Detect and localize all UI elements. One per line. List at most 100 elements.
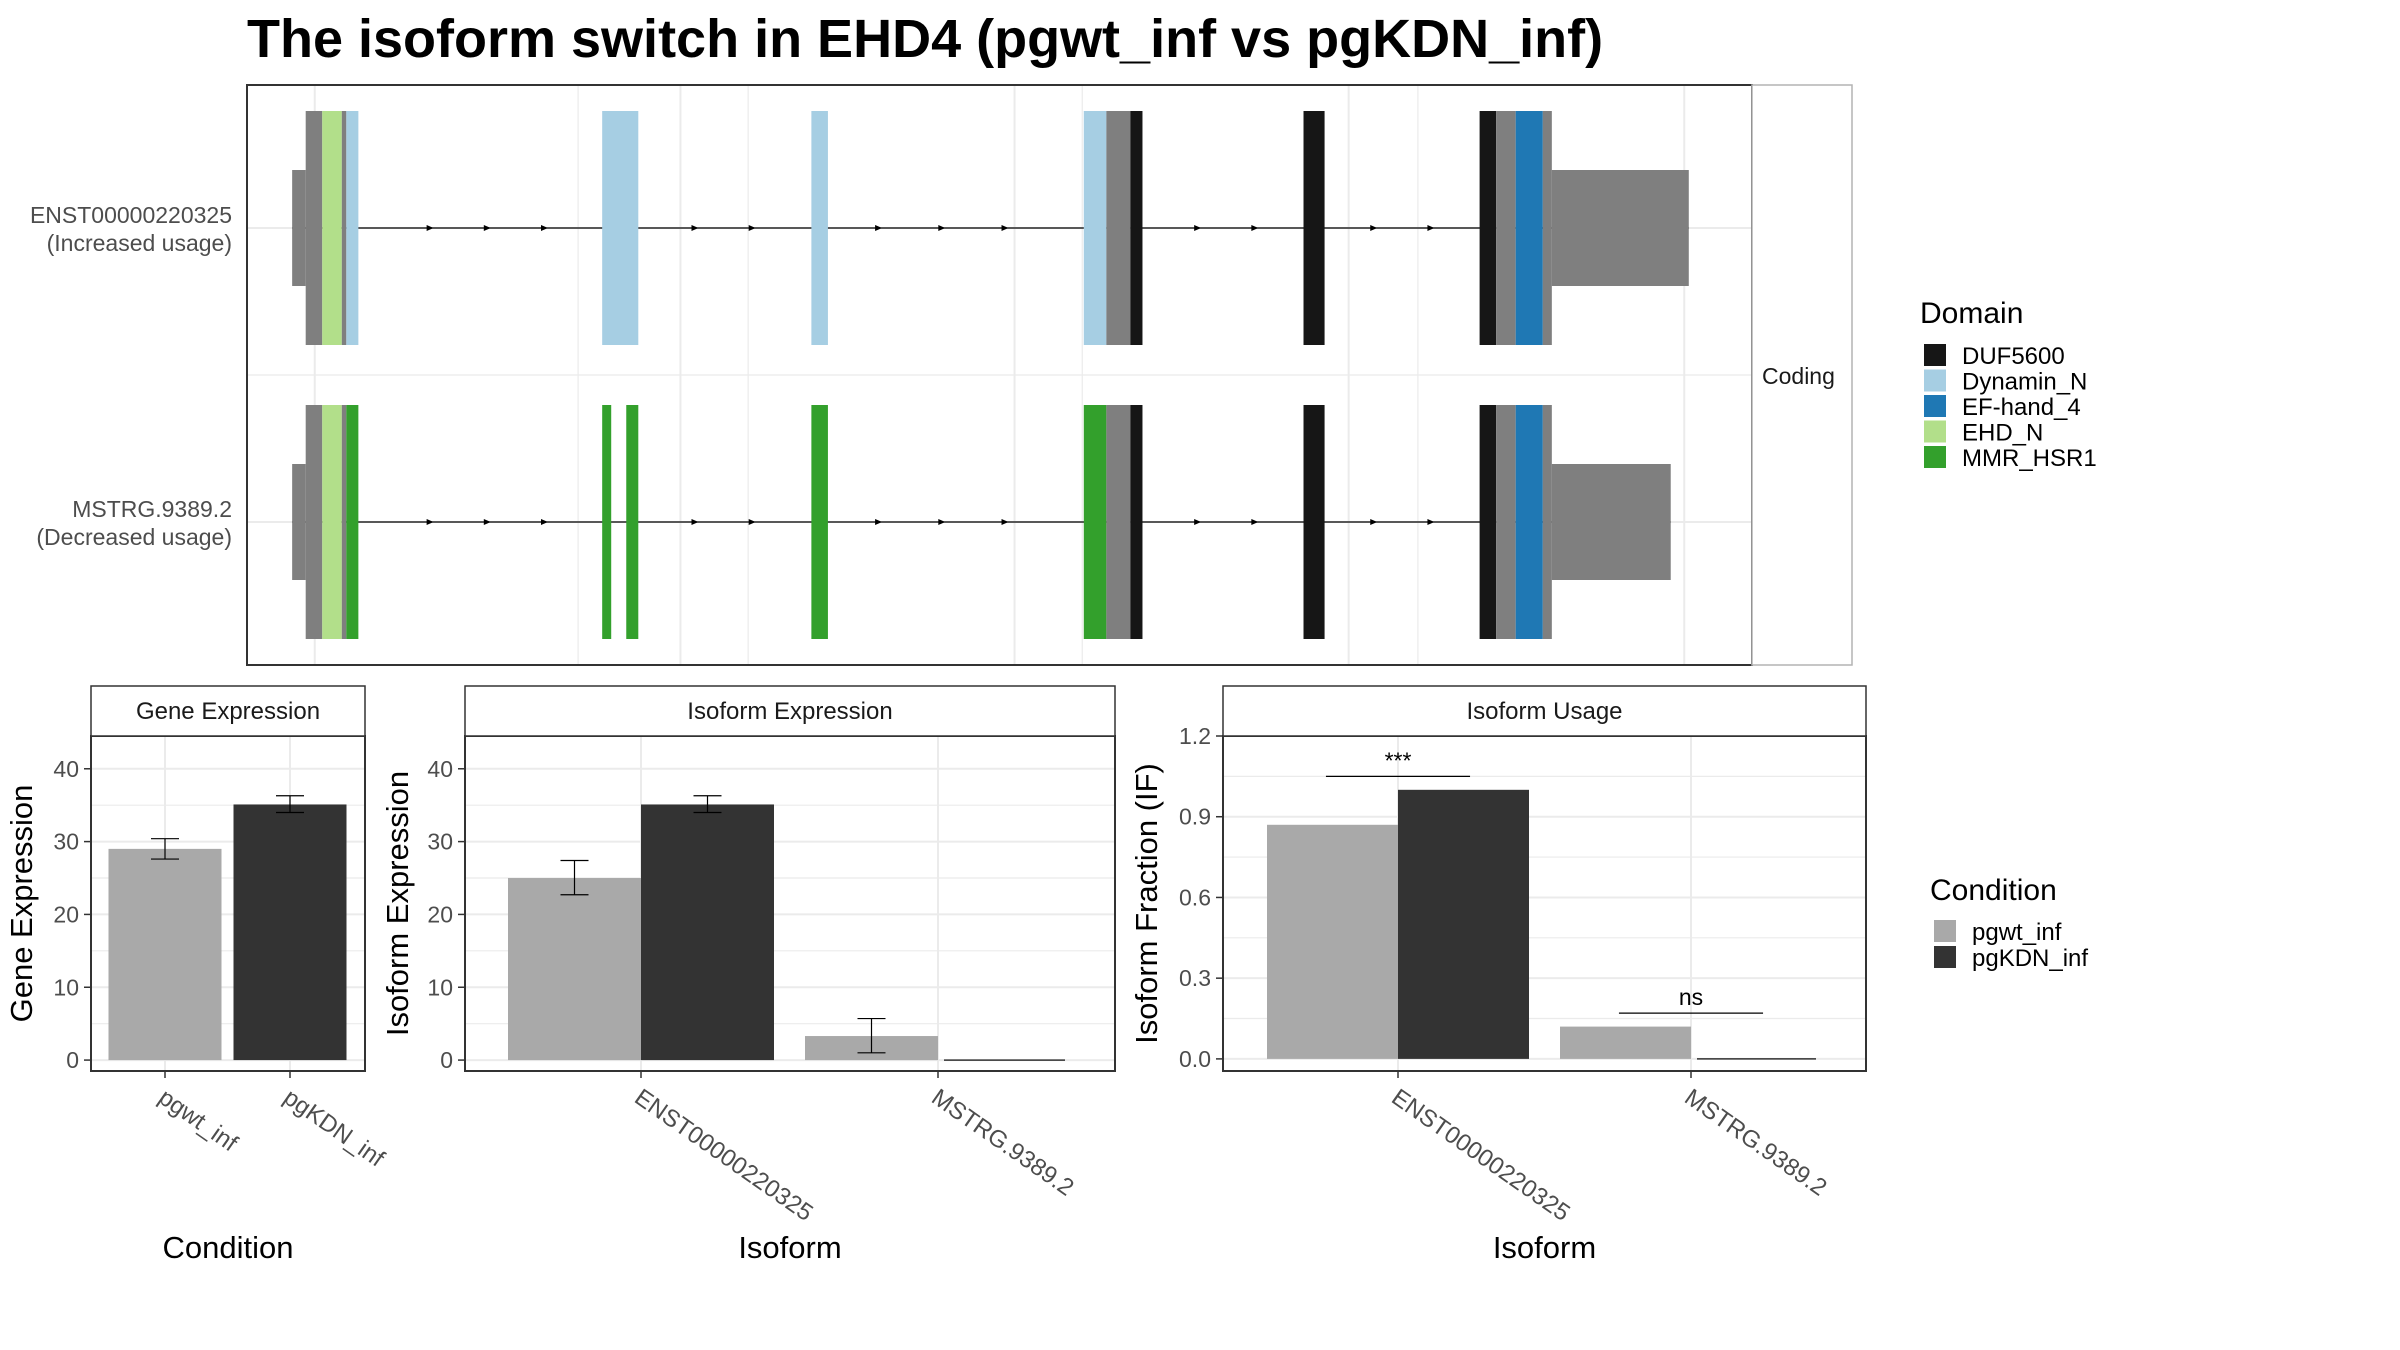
- exon-block-dynamin_n: [602, 111, 639, 345]
- title-strip: [464, 685, 1116, 737]
- isoform-usage-label: (Decreased usage): [36, 524, 232, 550]
- exon-block-duf5600: [1303, 405, 1325, 639]
- exon-block-duf5600: [1479, 405, 1497, 639]
- domain-legend-key: [1924, 369, 1946, 392]
- bar: [1398, 789, 1529, 1059]
- exon-block-utr: [1551, 464, 1671, 580]
- domain-legend-label: EHD_N: [1962, 420, 2043, 447]
- strand-arrow: [1251, 519, 1259, 525]
- domain-legend-label: EF-hand_4: [1962, 394, 2081, 421]
- strand-arrow: [691, 519, 699, 525]
- error-bar: [857, 1017, 886, 1054]
- exon-block-ehd_n: [322, 111, 342, 345]
- domain-legend-label: Dynamin_N: [1962, 369, 2087, 396]
- exon-block-dynamin_n: [346, 111, 359, 345]
- x-axis-title: Condition: [163, 1230, 294, 1265]
- strand-arrow: [1370, 225, 1378, 231]
- y-tick-label: 40: [53, 756, 79, 782]
- exon-block-dynamin_n: [811, 111, 828, 345]
- figure-title: The isoform switch in EHD4 (pgwt_inf vs …: [247, 9, 1603, 69]
- condition-legend-key: [1934, 920, 1956, 942]
- exon-block-utr: [1106, 405, 1131, 639]
- isoform-usage-label: (Increased usage): [47, 230, 232, 256]
- error-bar: [151, 838, 179, 860]
- strand-arrow: [483, 519, 491, 525]
- domain-legend-key: [1924, 395, 1946, 417]
- strand-arrow: [748, 225, 756, 231]
- strand-arrow: [938, 225, 946, 231]
- strand-arrow: [1001, 225, 1009, 231]
- exon-block-ehd_n: [322, 405, 342, 639]
- x-axis-title: Isoform: [738, 1230, 841, 1265]
- isoform-row-label: MSTRG.9389.2: [72, 496, 232, 522]
- strand-arrow: [875, 225, 883, 231]
- y-tick-label: 1.2: [1179, 723, 1211, 749]
- domain-legend-label: DUF5600: [1962, 343, 2065, 370]
- exon-block-utr: [1496, 405, 1516, 639]
- exon-block-duf5600: [1479, 111, 1497, 345]
- bar: [508, 878, 641, 1061]
- exon-block-utr: [1542, 405, 1552, 639]
- x-tick-label: pgKDN_inf: [279, 1084, 390, 1173]
- significance-label: ***: [1385, 747, 1412, 773]
- exon-block-utr: [305, 405, 323, 639]
- isoform-track: [292, 111, 1689, 345]
- strand-arrow: [875, 519, 883, 525]
- isoform-expression-panel: 0 10 20 30 40 Isoform Expression ENST000002203…: [380, 685, 1116, 1265]
- strand-arrow: [1427, 225, 1435, 231]
- x-tick-label: MSTRG.9389.2: [927, 1084, 1079, 1202]
- panel-strip-title: Isoform Expression: [687, 698, 892, 725]
- bar: [108, 848, 222, 1061]
- y-axis-title: Isoform Fraction (IF): [1129, 763, 1164, 1044]
- domain-legend-key: [1924, 344, 1946, 366]
- exon-block-utr: [1542, 111, 1552, 345]
- facet-strip: [1751, 84, 1853, 666]
- condition-legend-label: pgKDN_inf: [1972, 945, 2088, 972]
- strand-arrow: [426, 225, 434, 231]
- strand-arrow: [1370, 519, 1378, 525]
- y-axis-title: Gene Expression: [4, 785, 39, 1023]
- condition-legend-label: pgwt_inf: [1972, 919, 2062, 946]
- exon-block-duf5600: [1130, 111, 1143, 345]
- condition-legend-key: [1934, 946, 1956, 968]
- isoform-track: [292, 405, 1671, 639]
- y-axis-title: Isoform Expression: [380, 771, 415, 1036]
- isoform-usage-panel: 0.0 0.3 0.6 0.9 1.2 *** ns Isoform Usage ENST000…: [1129, 685, 1867, 1265]
- strand-arrow: [1251, 225, 1259, 231]
- y-tick-label: 0.6: [1179, 884, 1211, 910]
- strand-arrow: [1194, 225, 1202, 231]
- y-tick-label: 30: [53, 829, 79, 855]
- strand-arrow: [540, 519, 548, 525]
- exon-block-mmr_hsr1: [346, 405, 359, 639]
- exon-block-utr: [1496, 111, 1516, 345]
- y-tick-label: 20: [53, 901, 79, 927]
- domain-legend-key: [1924, 446, 1946, 468]
- strand-arrow: [540, 225, 548, 231]
- exon-block-utr: [341, 405, 347, 639]
- panel-strip-title: Isoform Usage: [1466, 698, 1622, 725]
- y-tick-label: 0: [440, 1047, 453, 1073]
- bar: [1267, 824, 1398, 1059]
- x-tick-label: pgwt_inf: [154, 1084, 243, 1158]
- exon-block-utr: [341, 111, 347, 345]
- error-bar: [276, 795, 304, 814]
- y-tick-label: 0.9: [1179, 804, 1211, 830]
- exon-block-ef-hand_4: [1515, 405, 1543, 639]
- x-tick-label: MSTRG.9389.2: [1680, 1084, 1832, 1202]
- isoform-row-label: ENST00000220325: [30, 202, 232, 228]
- y-tick-label: 0.3: [1179, 965, 1211, 991]
- strand-arrow: [1427, 519, 1435, 525]
- exon-block-duf5600: [1130, 405, 1143, 639]
- bar: [1560, 1026, 1691, 1059]
- domain-legend-label: MMR_HSR1: [1962, 445, 2097, 472]
- gene-expression-panel: 0 10 20 30 40 Gene Expression pgwt_inf pgKDN_in…: [4, 685, 390, 1265]
- bar: [233, 804, 347, 1061]
- exon-block-mmr_hsr1: [811, 405, 828, 639]
- strand-arrow: [938, 519, 946, 525]
- strand-arrow: [426, 519, 434, 525]
- error-bar: [693, 795, 722, 814]
- y-tick-label: 0: [66, 1047, 79, 1073]
- condition-legend-title: Condition: [1930, 874, 2057, 907]
- facet-strip-label: Coding: [1762, 363, 1835, 389]
